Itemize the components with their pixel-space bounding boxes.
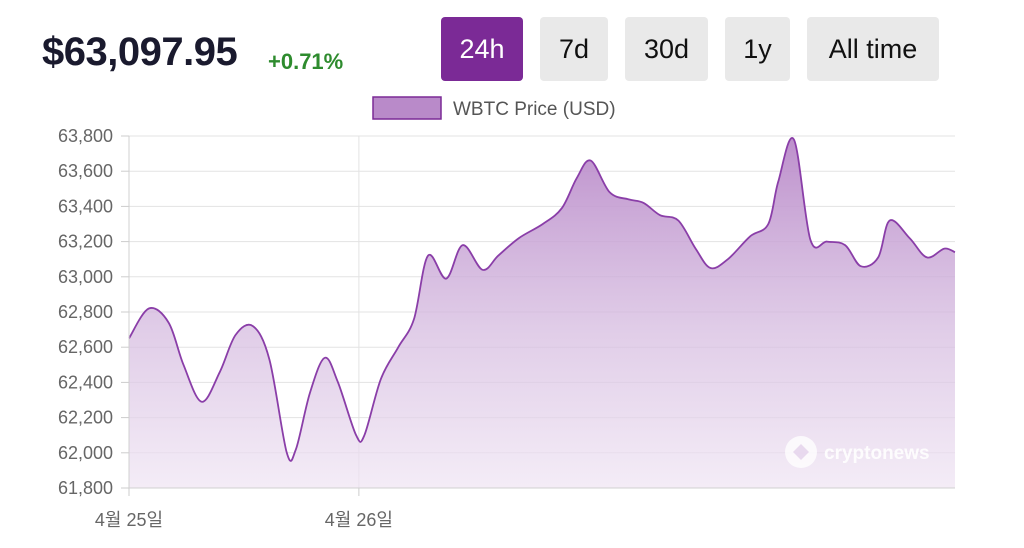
y-tick-label: 61,800 [58, 478, 113, 498]
chart-legend[interactable]: WBTC Price (USD) [372, 96, 616, 120]
price-area-fill [129, 137, 955, 488]
range-1y-button[interactable]: 1y [725, 17, 790, 81]
range-7d-button[interactable]: 7d [540, 17, 608, 81]
watermark-text: cryptonews [824, 443, 930, 464]
price-change-badge: +0.71% [268, 49, 344, 74]
cryptonews-logo-icon [785, 436, 817, 468]
range-all-time-button[interactable]: All time [807, 17, 939, 81]
x-tick-label: 4월 25일 [95, 510, 163, 530]
y-tick-label: 62,200 [58, 408, 113, 428]
y-tick-label: 63,200 [58, 232, 113, 252]
y-tick-label: 62,400 [58, 372, 113, 392]
y-tick-label: 62,600 [58, 337, 113, 357]
legend-label[interactable]: WBTC Price (USD) [453, 99, 616, 120]
current-price: $63,097.95 [42, 30, 238, 74]
y-tick-label: 62,800 [58, 302, 113, 322]
y-tick-label: 63,400 [58, 196, 113, 216]
watermark-logo: cryptonews [785, 436, 930, 468]
y-tick-label: 63,000 [58, 267, 113, 287]
legend-swatch[interactable] [372, 96, 442, 120]
range-30d-button[interactable]: 30d [625, 17, 708, 81]
y-tick-label: 63,600 [58, 161, 113, 181]
y-tick-label: 62,000 [58, 443, 113, 463]
range-24h-button[interactable]: 24h [441, 17, 523, 81]
x-tick-label: 4월 26일 [325, 510, 393, 530]
price-series-line[interactable] [128, 137, 956, 462]
y-tick-label: 63,800 [58, 126, 113, 146]
